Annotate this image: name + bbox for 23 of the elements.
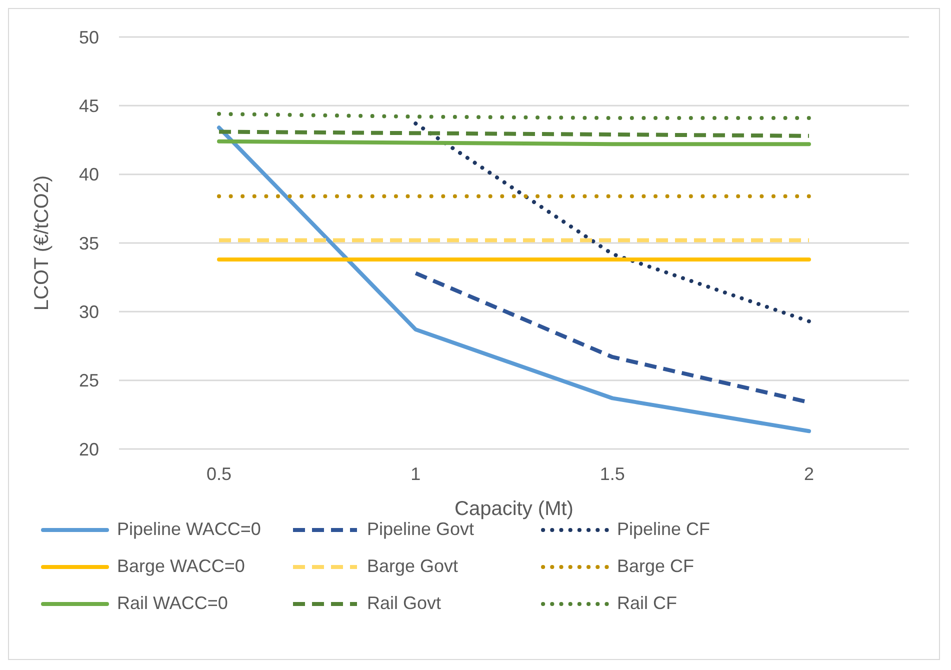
legend-label: Barge WACC=0 xyxy=(117,556,245,577)
x-tick-label: 0.5 xyxy=(206,464,232,484)
y-tick-label: 30 xyxy=(78,302,99,322)
legend-label: Barge Govt xyxy=(367,556,458,577)
legend-label: Rail Govt xyxy=(367,593,442,614)
y-axis-title: LCOT (€/tCO2) xyxy=(31,175,54,311)
y-tick-label: 35 xyxy=(78,233,99,254)
legend-label: Rail CF xyxy=(617,593,678,614)
x-tick-label: 1 xyxy=(410,464,421,484)
x-tick-label: 1.5 xyxy=(600,464,625,484)
y-tick-label: 20 xyxy=(78,439,99,460)
x-axis-title: Capacity (Mt) xyxy=(454,498,574,520)
legend-label: Pipeline CF xyxy=(617,519,710,540)
y-tick-label: 25 xyxy=(78,370,99,391)
y-tick-label: 45 xyxy=(78,96,99,116)
legend-label: Pipeline WACC=0 xyxy=(117,519,261,540)
legend-label: Barge CF xyxy=(617,556,694,577)
legend-label: Pipeline Govt xyxy=(367,519,474,540)
line-series xyxy=(217,126,811,434)
y-tick-label: 50 xyxy=(78,27,99,48)
y-tick-label: 40 xyxy=(78,164,99,185)
legend-label: Rail WACC=0 xyxy=(117,593,228,614)
x-tick-label: 2 xyxy=(804,464,814,484)
